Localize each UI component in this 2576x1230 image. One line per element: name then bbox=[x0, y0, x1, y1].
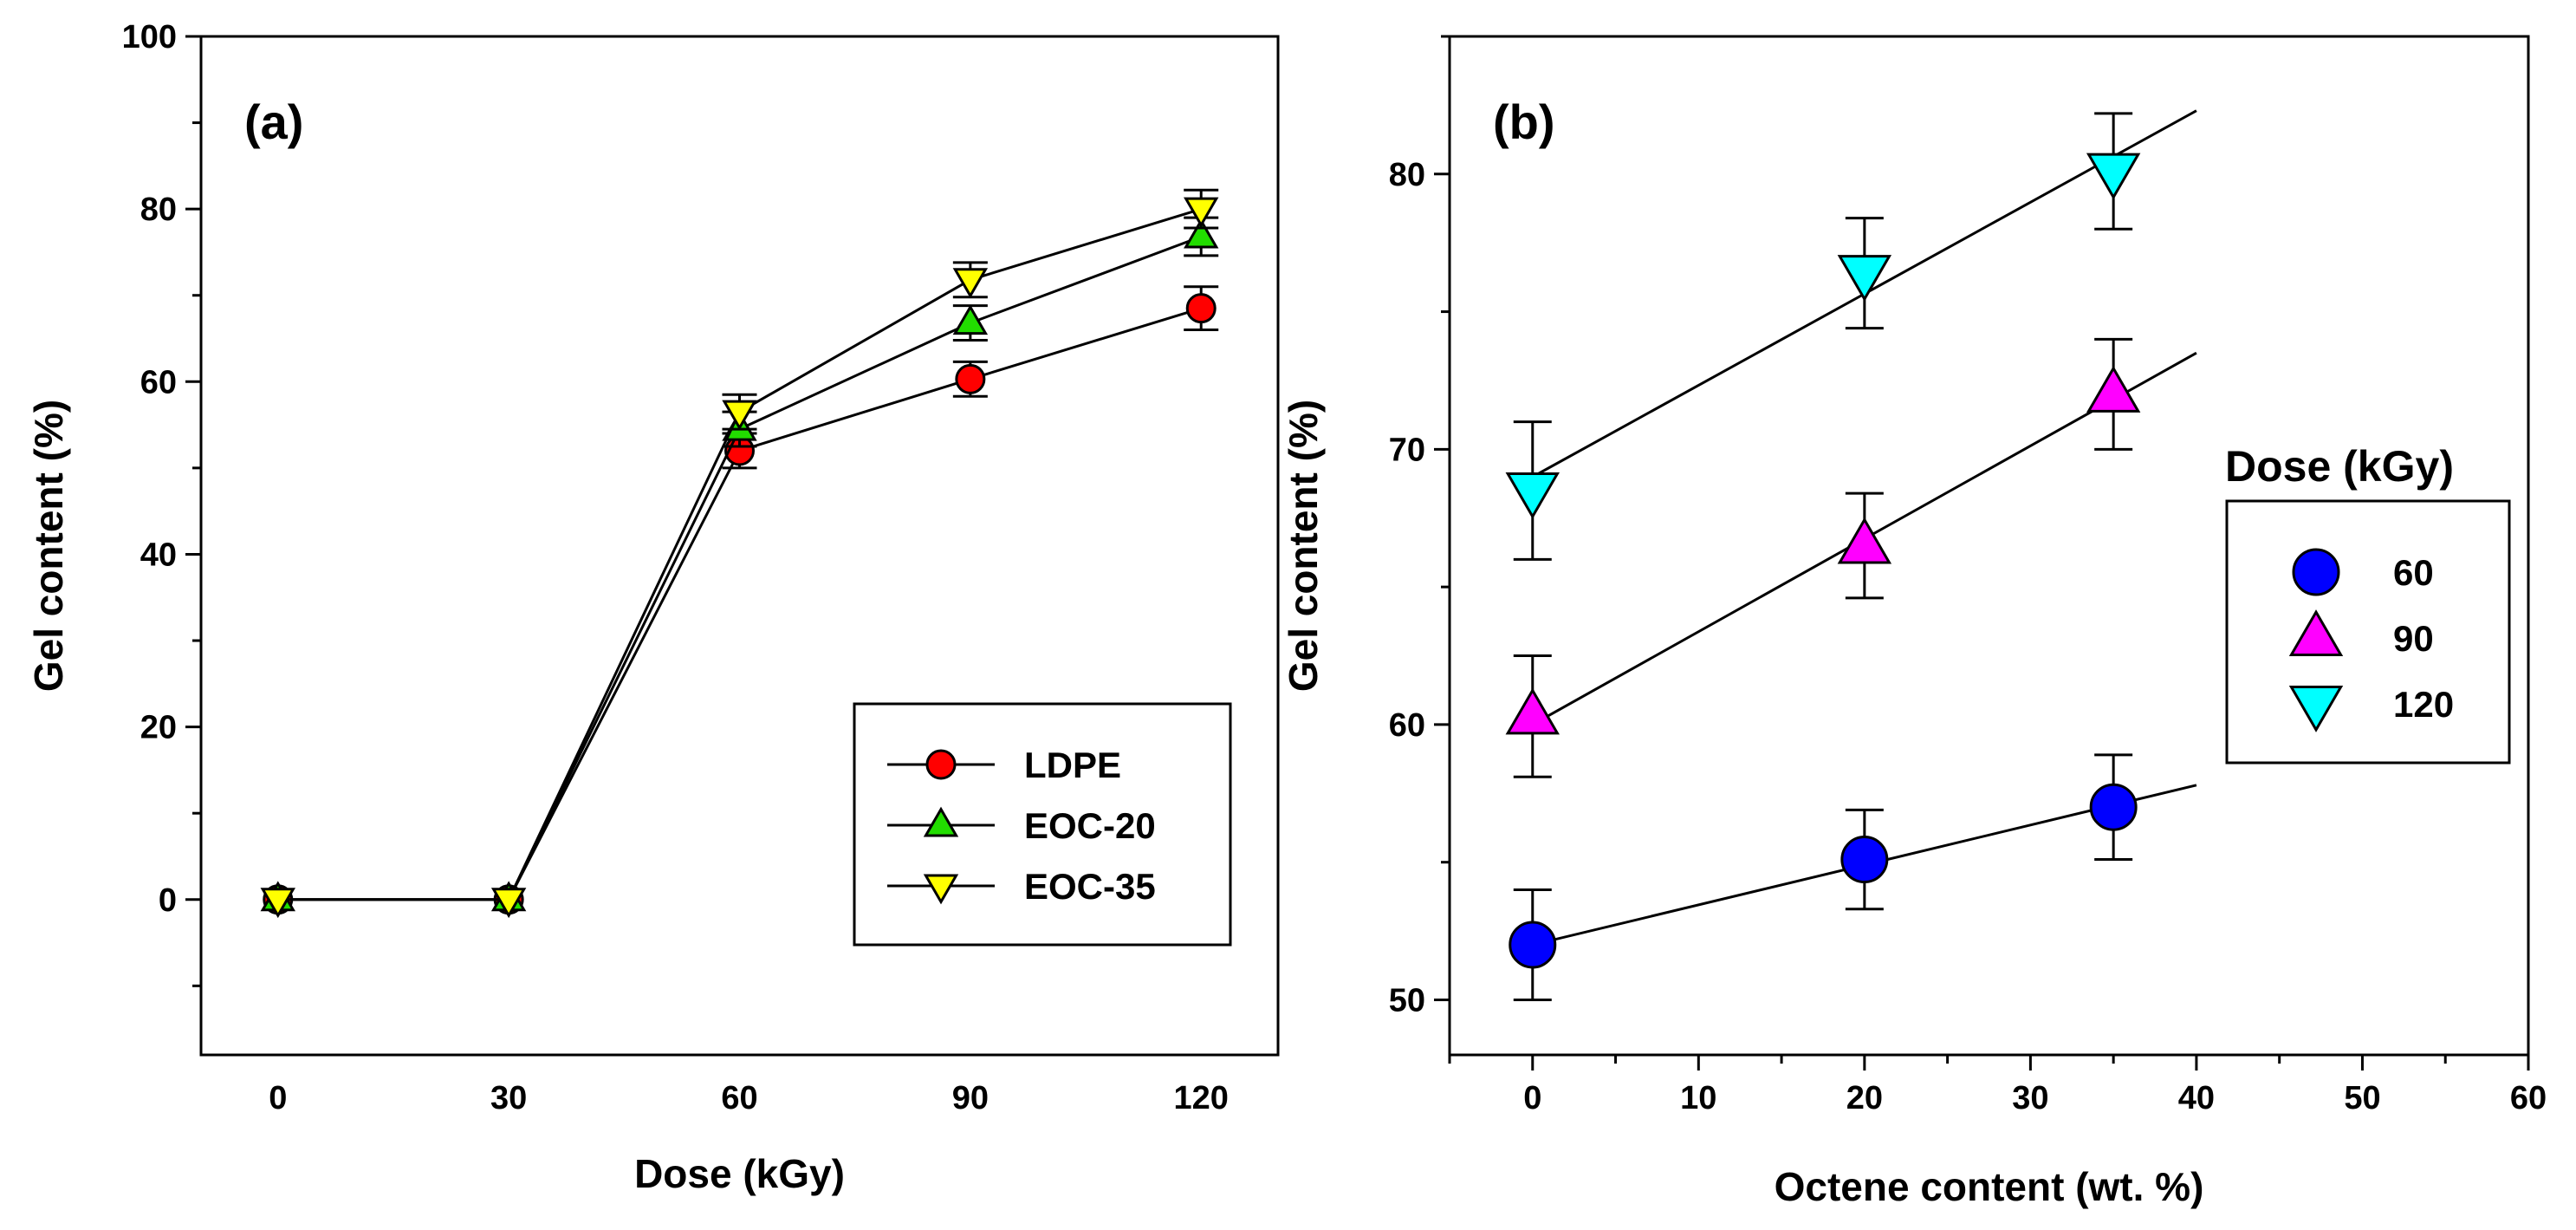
data-point-60 bbox=[1509, 921, 1557, 969]
legend-label: 120 bbox=[2393, 684, 2454, 725]
legend-marker-60 bbox=[2292, 548, 2340, 596]
x-tick-label: 120 bbox=[1174, 1080, 1229, 1116]
legend-title: Dose (kGy) bbox=[2225, 442, 2454, 491]
legend-label: EOC-20 bbox=[1024, 805, 1156, 846]
data-point-eoc-35 bbox=[1184, 197, 1219, 228]
data-point-90 bbox=[1505, 687, 1560, 735]
y-tick-label: 80 bbox=[1389, 157, 1425, 193]
data-point-eoc-20 bbox=[1184, 218, 1219, 249]
panel-label: (a) bbox=[244, 94, 303, 149]
x-tick-label: 90 bbox=[952, 1080, 989, 1116]
data-point-eoc-35 bbox=[260, 888, 295, 919]
legend-item-eoc-35: EOC-35 bbox=[887, 866, 1156, 907]
x-tick-label: 0 bbox=[1523, 1080, 1541, 1116]
y-tick-label: 80 bbox=[140, 192, 177, 228]
legend-item-60: 60 bbox=[2292, 548, 2434, 596]
legend-item-eoc-20: EOC-20 bbox=[887, 805, 1156, 846]
y-tick-label: 40 bbox=[140, 537, 177, 573]
y-tick-label: 50 bbox=[1389, 982, 1425, 1018]
x-tick-label: 20 bbox=[1846, 1080, 1883, 1116]
data-point-120 bbox=[1837, 255, 1892, 303]
x-tick-label: 30 bbox=[490, 1080, 527, 1116]
legend: Dose (kGy) 60 90 120 bbox=[2225, 442, 2511, 765]
panel-label: (b) bbox=[1493, 94, 1555, 149]
data-point-eoc-20 bbox=[952, 304, 989, 335]
plot-frame bbox=[1448, 35, 2530, 1057]
data-point-eoc-35 bbox=[490, 888, 527, 919]
legend: LDPE EOC-20 EOC-35 bbox=[853, 702, 1232, 947]
legend-item-ldpe: LDPE bbox=[887, 745, 1121, 785]
y-tick-label: 60 bbox=[1389, 707, 1425, 744]
y-tick-label: 0 bbox=[159, 882, 177, 919]
data-point-eoc-35 bbox=[722, 400, 757, 431]
y-tick-label: 70 bbox=[1389, 432, 1425, 468]
x-axis-label: Dose (kGy) bbox=[634, 1151, 845, 1196]
x-tick-label: 60 bbox=[2510, 1080, 2547, 1116]
data-point-120 bbox=[2086, 153, 2141, 200]
data-point-ldpe bbox=[955, 363, 986, 394]
data-point-60 bbox=[2089, 783, 2138, 831]
x-tick-label: 30 bbox=[2012, 1080, 2048, 1116]
x-tick-label: 50 bbox=[2344, 1080, 2380, 1116]
x-tick-label: 40 bbox=[2178, 1080, 2215, 1116]
x-tick-label: 0 bbox=[269, 1080, 287, 1116]
data-point-eoc-35 bbox=[952, 268, 989, 299]
data-point-90 bbox=[2086, 365, 2141, 413]
legend-label: 90 bbox=[2393, 618, 2434, 659]
y-tick-label: 100 bbox=[122, 19, 177, 55]
x-tick-label: 10 bbox=[1680, 1080, 1716, 1116]
data-point-90 bbox=[1837, 517, 1892, 564]
y-tick-label: 60 bbox=[140, 364, 177, 400]
legend-label: LDPE bbox=[1024, 745, 1121, 785]
legend-frame bbox=[2225, 499, 2511, 765]
legend-marker-120 bbox=[2288, 686, 2344, 732]
legend-label: 60 bbox=[2393, 552, 2434, 593]
data-point-60 bbox=[1840, 836, 1889, 884]
data-point-ldpe bbox=[1185, 293, 1217, 324]
panel-b-chart: 0 10 20 30 40 50 60 50 60 70 80 Octene content (wt.… bbox=[1281, 35, 2547, 1209]
panel-a-chart: 0 30 60 90 120 0 20 40 60 80 100 Dose (kGy) Gel cont… bbox=[26, 19, 1280, 1196]
legend-label: EOC-35 bbox=[1024, 866, 1156, 907]
legend-item-90: 90 bbox=[2288, 609, 2434, 659]
plot-frame bbox=[199, 35, 1280, 1057]
data-point-120 bbox=[1505, 472, 1560, 519]
legend-item-120: 120 bbox=[2288, 684, 2454, 732]
legend-marker-eoc-35 bbox=[923, 874, 959, 905]
y-axis-label: Gel content (%) bbox=[1281, 400, 1326, 692]
x-axis-label: Octene content (wt. %) bbox=[1775, 1164, 2204, 1209]
legend-marker-eoc-20 bbox=[923, 806, 959, 837]
x-tick-label: 60 bbox=[721, 1080, 757, 1116]
y-tick-label: 20 bbox=[140, 710, 177, 746]
legend-marker-90 bbox=[2288, 609, 2344, 656]
y-axis-label: Gel content (%) bbox=[26, 400, 71, 692]
legend-marker-ldpe bbox=[925, 749, 957, 780]
